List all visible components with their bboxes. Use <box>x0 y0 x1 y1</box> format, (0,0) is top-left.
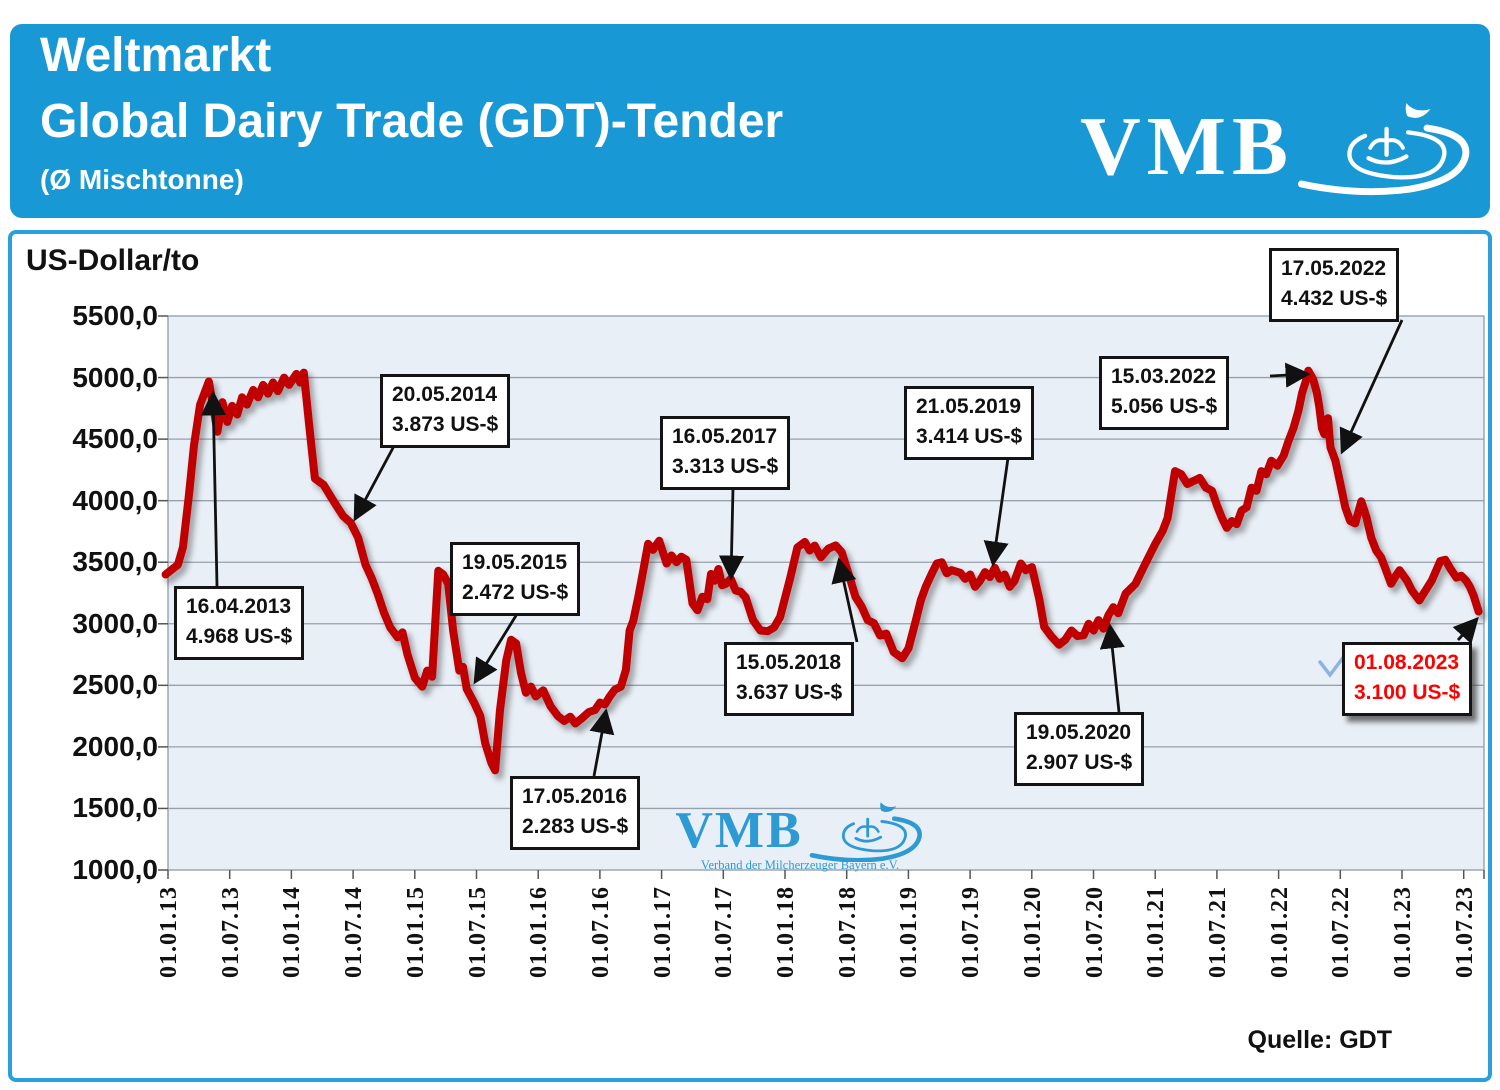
vmb-watermark: VMB Verband der Milcherzeuger Bayern e.V… <box>664 800 936 873</box>
y-tick-label: 1500,0 <box>72 792 158 824</box>
annotation-date: 21.05.2019 <box>916 395 1022 418</box>
x-tick-label: 01.07.13 <box>217 886 244 978</box>
x-tick-label: 01.07.14 <box>341 886 368 978</box>
annotation-date: 01.08.2023 <box>1354 651 1460 674</box>
annotation-15.05.2018: 15.05.2018 3.637 US-$ <box>724 642 855 716</box>
x-tick-label: 01.07.16 <box>587 886 614 978</box>
vmb-swirl-icon <box>1298 98 1470 196</box>
y-tick-label: 3500,0 <box>72 546 158 578</box>
annotation-value: 4.968 US-$ <box>186 625 293 649</box>
annotation-date: 15.05.2018 <box>736 651 842 674</box>
annotation-17.05.2022: 17.05.2022 4.432 US-$ <box>1269 248 1400 322</box>
x-tick-label: 01.07.20 <box>1081 886 1108 978</box>
annotation-16.04.2013: 16.04.2013 4.968 US-$ <box>174 586 305 660</box>
annotation-value: 3.100 US-$ <box>1354 681 1461 705</box>
page-title: Weltmarkt <box>40 29 272 82</box>
page-title-line2: Global Dairy Trade (GDT)-Tender <box>40 95 784 148</box>
annotation-value: 4.432 US-$ <box>1281 287 1388 311</box>
y-tick-label: 1000,0 <box>72 854 158 885</box>
annotation-value: 3.873 US-$ <box>392 413 499 437</box>
annotation-01.08.2023: 01.08.2023 3.100 US-$ <box>1342 642 1473 716</box>
y-tick-label: 2500,0 <box>72 669 158 701</box>
x-tick-label: 01.01.18 <box>773 886 799 978</box>
annotation-19.05.2015: 19.05.2015 2.472 US-$ <box>450 542 581 616</box>
x-tick-label: 01.01.20 <box>1019 886 1046 978</box>
annotation-17.05.2016: 17.05.2016 2.283 US-$ <box>510 776 641 850</box>
annotation-value: 2.907 US-$ <box>1026 751 1133 775</box>
y-tick-label: 3000,0 <box>72 607 158 639</box>
annotation-value: 3.414 US-$ <box>916 425 1023 449</box>
annotation-value: 3.637 US-$ <box>736 681 843 705</box>
x-tick-label: 01.07.18 <box>834 886 861 978</box>
x-tick-label: 01.07.15 <box>464 886 491 978</box>
unit-note: (Ø Mischtonne) <box>40 164 244 195</box>
annotation-date: 17.05.2022 <box>1281 257 1387 280</box>
vmb-logo-text: VMB <box>1080 100 1294 193</box>
annotation-16.05.2017: 16.05.2017 3.313 US-$ <box>660 416 791 490</box>
header: Weltmarkt Global Dairy Trade (GDT)-Tende… <box>10 24 1490 218</box>
x-tick-label: 01.01.15 <box>402 886 429 978</box>
annotation-date: 20.05.2014 <box>392 383 498 406</box>
x-tick-label: 01.01.22 <box>1266 886 1293 978</box>
annotation-date: 15.03.2022 <box>1111 365 1217 388</box>
vmb-watermark-caption: Verband der Milcherzeuger Bayern e.V. <box>700 858 900 872</box>
x-tick-label: 01.07.23 <box>1451 886 1478 978</box>
annotation-value: 3.313 US-$ <box>672 455 779 479</box>
y-tick-label: 2000,0 <box>72 730 158 762</box>
annotation-date: 19.05.2015 <box>462 551 568 574</box>
x-tick-label: 01.01.16 <box>526 886 553 978</box>
x-tick-label: 01.07.17 <box>711 886 738 978</box>
x-tick-label: 01.01.23 <box>1390 886 1416 978</box>
annotation-20.05.2014: 20.05.2014 3.873 US-$ <box>380 374 511 448</box>
annotation-15.03.2022: 15.03.2022 5.056 US-$ <box>1099 356 1230 430</box>
annotation-date: 19.05.2020 <box>1026 721 1132 744</box>
annotation-value: 5.056 US-$ <box>1111 395 1218 419</box>
x-tick-label: 01.07.22 <box>1328 886 1355 978</box>
y-tick-label: 5000,0 <box>72 361 158 393</box>
annotation-date: 17.05.2016 <box>522 785 628 808</box>
annotation-date: 16.05.2017 <box>672 425 778 448</box>
vmb-logo: VMB <box>1080 98 1470 196</box>
y-tick-label: 4500,0 <box>72 423 158 455</box>
annotation-date: 16.04.2013 <box>186 595 292 618</box>
annotation-value: 2.472 US-$ <box>462 581 569 605</box>
x-tick-label: 01.01.19 <box>896 886 923 978</box>
chart-card: US-Dollar/to 5500,0 5000,0 4500,0 4000,0 350… <box>8 230 1492 1082</box>
y-tick-label: 5500,0 <box>72 300 158 331</box>
x-tick-label: 01.01.21 <box>1143 886 1170 978</box>
vmb-watermark-text: VMB <box>675 802 803 859</box>
x-tick-label: 01.07.19 <box>958 886 985 978</box>
x-tick-label: 01.01.17 <box>649 886 676 978</box>
source-label: Quelle: GDT <box>1247 1026 1392 1054</box>
y-axis-title: US-Dollar/to <box>26 244 200 277</box>
x-tick-label: 01.01.13 <box>156 886 182 978</box>
vmb-watermark-swirl-icon <box>807 800 925 862</box>
annotation-value: 2.283 US-$ <box>522 815 629 839</box>
annotation-19.05.2020: 19.05.2020 2.907 US-$ <box>1014 712 1145 786</box>
x-tick-label: 01.01.14 <box>279 886 306 978</box>
annotation-21.05.2019: 21.05.2019 3.414 US-$ <box>904 386 1035 460</box>
x-tick-label: 01.07.21 <box>1204 886 1231 978</box>
y-tick-label: 4000,0 <box>72 484 158 516</box>
